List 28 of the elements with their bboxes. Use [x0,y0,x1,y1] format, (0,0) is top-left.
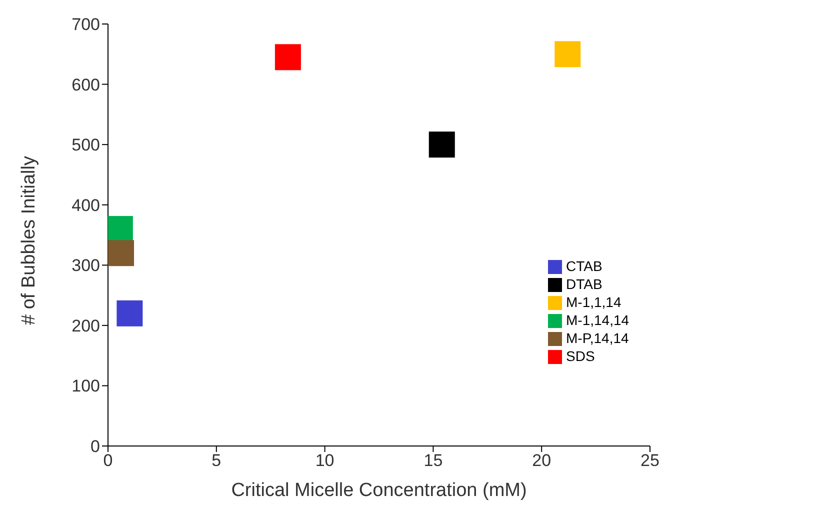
point [116,300,143,326]
x-tick-label: 25 [640,451,660,470]
point [108,216,133,242]
point [428,132,455,158]
point [554,41,581,68]
y-tick-label: 300 [72,256,100,276]
y-tick-label: 600 [72,75,100,94]
y-tick-label: 100 [72,376,100,396]
legend-label: M-1,14,14 [566,312,630,328]
x-tick-label: 15 [424,451,443,470]
legend-label: M-1,1,14 [566,294,622,310]
x-tick-label: 5 [212,451,222,470]
point [274,44,301,70]
x-axis-title: Critical Micelle Concentration (mM) [231,480,527,501]
x-tick-label: 0 [103,451,113,470]
y-tick-label: 0 [90,437,100,456]
point [108,240,134,266]
y-tick-label: 500 [72,136,100,155]
legend-label: SDS [566,348,595,364]
x-tick-label: 20 [532,451,552,470]
legend-label: DTAB [566,276,602,292]
legend-label: M-P,14,14 [566,330,629,346]
y-tick-label: 400 [72,196,100,215]
y-tick-label: 200 [72,316,100,336]
y-axis-title: # of Bubbles Initially [18,156,40,325]
x-tick-label: 10 [315,451,334,470]
legend-label: CTAB [566,258,602,274]
y-tick-label: 700 [72,15,100,34]
